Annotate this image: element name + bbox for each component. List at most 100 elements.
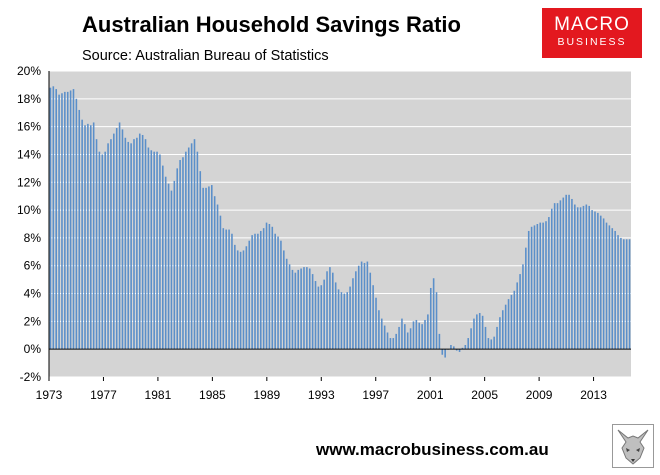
chart-subtitle: Source: Australian Bureau of Statistics <box>82 48 329 64</box>
bar <box>473 318 475 350</box>
bar <box>487 338 490 350</box>
bar <box>277 236 279 350</box>
bar <box>176 168 179 350</box>
bar <box>118 122 121 350</box>
bar <box>617 235 619 350</box>
bar <box>378 310 380 350</box>
bar <box>159 154 161 350</box>
bar <box>268 224 271 350</box>
bar <box>208 186 210 350</box>
bar <box>513 290 516 350</box>
bar <box>69 90 72 350</box>
bar <box>369 272 372 350</box>
bar <box>427 314 429 350</box>
bar <box>516 282 518 350</box>
bar <box>568 194 570 350</box>
bar <box>133 139 135 350</box>
bar <box>288 264 291 350</box>
bar <box>216 204 219 350</box>
bar <box>179 160 181 350</box>
bar <box>576 207 579 350</box>
bar <box>571 198 573 350</box>
bar <box>228 229 230 350</box>
bar <box>98 151 101 350</box>
bar <box>352 278 354 350</box>
bar <box>519 274 521 350</box>
y-tick-label: 20% <box>17 64 41 78</box>
bar <box>231 233 233 350</box>
bar <box>138 133 141 350</box>
y-tick-label: 6% <box>24 259 42 273</box>
macrobusiness-logo: MACRO BUSINESS <box>542 8 642 58</box>
bar <box>314 281 317 350</box>
bar <box>167 183 170 350</box>
bar <box>355 271 357 350</box>
bar <box>380 318 383 350</box>
bar <box>614 230 616 350</box>
x-tick-label: 2009 <box>526 388 553 402</box>
y-tick-label: 12% <box>17 175 41 189</box>
bar <box>623 239 625 350</box>
bar <box>510 294 513 350</box>
bar <box>478 313 481 350</box>
bar <box>334 282 337 350</box>
bar <box>461 347 464 350</box>
bar <box>455 349 458 351</box>
bar <box>522 264 524 350</box>
bar <box>81 119 83 350</box>
bar <box>415 319 418 350</box>
bar <box>320 285 323 350</box>
bar <box>501 310 504 350</box>
bar <box>372 285 374 350</box>
bar <box>625 239 628 350</box>
x-tick-label: 2001 <box>417 388 444 402</box>
bar <box>553 203 556 350</box>
bar <box>556 203 559 350</box>
bar <box>61 93 63 350</box>
bar <box>329 267 331 350</box>
bar <box>239 251 242 350</box>
bar <box>441 349 444 355</box>
bar <box>49 87 52 350</box>
bar <box>383 325 386 350</box>
bar <box>559 200 562 350</box>
bar <box>527 230 530 350</box>
bar <box>392 338 395 350</box>
bar <box>210 185 213 350</box>
bar <box>156 151 158 350</box>
bar <box>548 217 550 350</box>
bar <box>257 233 259 350</box>
bar <box>92 122 95 350</box>
bar <box>467 338 470 350</box>
bar <box>386 332 389 350</box>
bar <box>366 261 369 350</box>
bar <box>213 196 216 350</box>
x-tick-label: 1997 <box>362 388 389 402</box>
y-tick-label: 2% <box>24 314 42 328</box>
bar <box>530 226 533 350</box>
bar <box>162 165 164 350</box>
bar <box>450 345 452 350</box>
bar <box>340 292 343 350</box>
bar <box>484 326 487 350</box>
bar <box>470 328 472 350</box>
bar <box>337 289 340 350</box>
bar <box>170 190 173 350</box>
y-tick-label: 16% <box>17 120 41 134</box>
x-axis-labels: 1973 1977 1981 1985 1989 1993 1997 2001 2005 2009… <box>36 377 607 402</box>
y-tick-label: 8% <box>24 231 42 245</box>
bar <box>173 180 176 350</box>
bar <box>303 267 305 350</box>
bar <box>409 328 412 350</box>
x-tick-label: 1985 <box>199 388 226 402</box>
bar <box>496 326 498 350</box>
bar <box>438 333 441 350</box>
bar <box>599 215 602 350</box>
bar <box>104 151 106 350</box>
bar <box>602 218 605 350</box>
bar <box>611 228 614 350</box>
bar <box>375 297 377 350</box>
bar <box>608 225 611 350</box>
bar <box>582 205 585 350</box>
